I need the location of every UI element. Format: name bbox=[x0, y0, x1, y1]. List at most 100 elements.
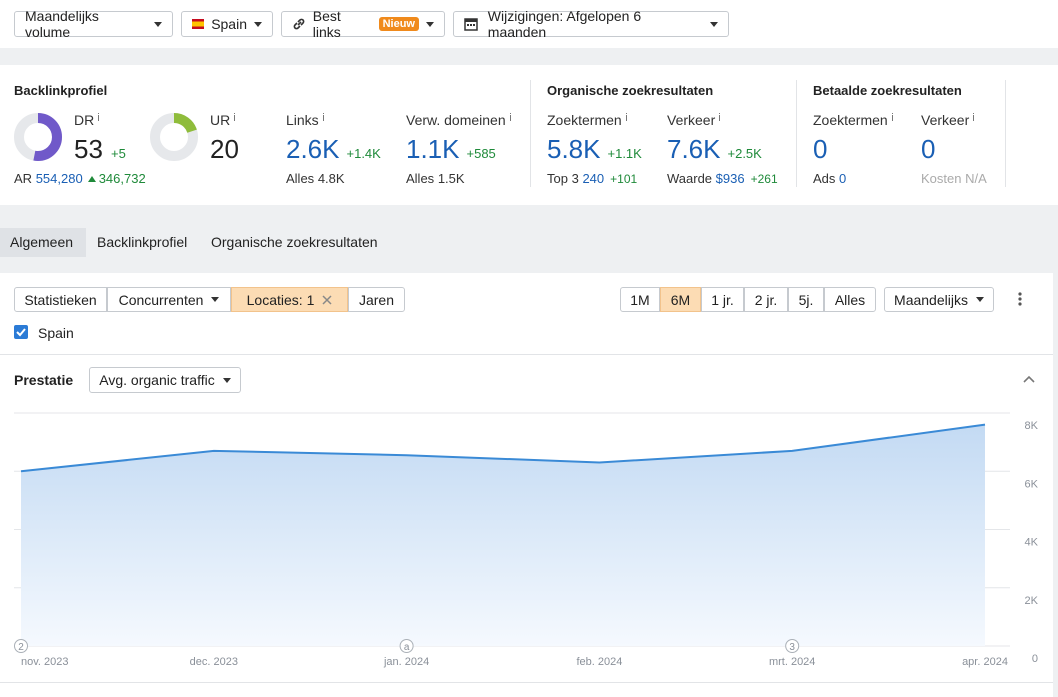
interval-select[interactable]: Maandelijks bbox=[884, 287, 994, 312]
filter-text: Concurrenten bbox=[118, 291, 204, 308]
metric-value: 20 bbox=[210, 134, 239, 164]
y-tick-label: 2K bbox=[1025, 595, 1039, 607]
metric-value: 2.6K +1.4K bbox=[286, 134, 381, 165]
ar-row: AR 554,280 346,732 bbox=[14, 171, 146, 186]
link-icon bbox=[293, 18, 305, 30]
donut-arc bbox=[14, 113, 62, 161]
metric-delta: +1.4K bbox=[346, 146, 381, 161]
x-tick-label: dec. 2023 bbox=[190, 656, 238, 668]
metric-value: 7.6K +2.5K bbox=[667, 134, 762, 165]
info-icon bbox=[98, 113, 100, 121]
sub-delta: +101 bbox=[610, 172, 638, 186]
sub-label: Waarde bbox=[667, 171, 713, 186]
sub-value: N/A bbox=[965, 171, 987, 186]
label-text: UR bbox=[210, 112, 231, 128]
sub-value: 4.8K bbox=[317, 171, 345, 186]
divider bbox=[0, 682, 1053, 683]
tab[interactable]: Organische zoekresultaten bbox=[211, 234, 378, 250]
ar-delta: 346,732 bbox=[98, 171, 146, 186]
caret bbox=[975, 297, 984, 302]
sub-value: 240 bbox=[582, 171, 605, 186]
sub-value: 1.5K bbox=[437, 171, 465, 186]
links-text: Best links bbox=[312, 8, 341, 40]
filter-button[interactable]: Locaties: 1 bbox=[231, 287, 348, 312]
sub-label: Kosten bbox=[921, 171, 962, 186]
metric-label: Verw. domeinen bbox=[406, 112, 511, 128]
filter-text: Statistieken bbox=[24, 291, 97, 308]
x-tick-label: nov. 2023 bbox=[21, 656, 69, 668]
label-text: Verkeer bbox=[667, 112, 716, 128]
annotation-marker bbox=[14, 639, 28, 653]
label-text: Zoektermen bbox=[547, 112, 622, 128]
period-button[interactable]: 5j. bbox=[788, 287, 824, 312]
country-select[interactable]: Spain bbox=[181, 11, 273, 37]
sub-delta: +261 bbox=[750, 172, 778, 186]
period-button[interactable]: 6M bbox=[660, 287, 701, 312]
annotation-label: 3 bbox=[789, 642, 795, 653]
caret bbox=[426, 21, 434, 27]
section-title: Betaalde zoekresultaten bbox=[813, 83, 962, 98]
label-text: Verkeer bbox=[921, 112, 970, 128]
caret bbox=[154, 21, 162, 27]
x-tick-label: feb. 2024 bbox=[576, 656, 622, 668]
y-tick-label: 6K bbox=[1025, 478, 1039, 490]
metric-sub: Top 3 240 +101 bbox=[547, 171, 637, 186]
period-button[interactable]: Alles bbox=[824, 287, 876, 312]
label-text: Links bbox=[286, 112, 319, 128]
sub-label: Top 3 bbox=[547, 171, 579, 186]
metric-label: DR bbox=[74, 112, 100, 128]
metric-label: Zoektermen bbox=[813, 112, 893, 128]
sub-value: $936 bbox=[715, 171, 745, 186]
metric-select[interactable]: Avg. organic traffic bbox=[89, 367, 241, 393]
section-title: Backlinkprofiel bbox=[14, 83, 108, 98]
section-title: Prestatie bbox=[14, 372, 74, 388]
line bbox=[20, 423, 986, 473]
metric-delta: +585 bbox=[466, 146, 496, 161]
close-path bbox=[322, 294, 332, 305]
annotation-label: 2 bbox=[18, 642, 24, 653]
tab[interactable]: Backlinkprofiel bbox=[97, 234, 188, 250]
up-icon bbox=[87, 176, 96, 182]
ur-donut bbox=[150, 113, 198, 161]
links-select[interactable]: Best links Nieuw bbox=[281, 8, 445, 40]
metric-value: 53 bbox=[74, 134, 103, 164]
info-icon bbox=[973, 113, 975, 121]
calendar-icon bbox=[464, 18, 478, 31]
filter-button[interactable]: Jaren bbox=[348, 287, 405, 312]
more-menu[interactable] bbox=[1016, 291, 1024, 307]
sub-label: Alles bbox=[286, 171, 315, 186]
sub-label: Ads bbox=[813, 171, 836, 186]
tab[interactable]: Algemeen bbox=[0, 228, 87, 257]
checkbox[interactable] bbox=[14, 325, 28, 339]
period-button[interactable]: 2 jr. bbox=[744, 287, 788, 312]
metric-value: 1.1K +585 bbox=[406, 134, 496, 165]
metric-label: Verkeer bbox=[667, 112, 721, 128]
sub-label: Alles bbox=[406, 171, 435, 186]
metric-label: Zoektermen bbox=[547, 112, 627, 128]
dr-donut bbox=[14, 113, 62, 161]
info-icon bbox=[509, 113, 511, 121]
metric-sub: Waarde $936 +261 bbox=[667, 171, 778, 186]
metric-sub: Alles 4.8K bbox=[286, 171, 345, 186]
annotation-marker bbox=[785, 639, 800, 653]
info-icon bbox=[625, 113, 627, 121]
filter-button[interactable]: Concurrenten bbox=[107, 287, 231, 312]
period-button[interactable]: 1 jr. bbox=[701, 287, 744, 312]
overview-panel bbox=[0, 65, 1058, 205]
filter-button[interactable]: Statistieken bbox=[14, 287, 107, 312]
annotation-marker bbox=[399, 639, 414, 653]
metric-delta: +1.1K bbox=[607, 146, 642, 161]
label-text: DR bbox=[74, 112, 95, 128]
filter-text: Jaren bbox=[358, 291, 395, 308]
metric-label: Verkeer bbox=[921, 112, 975, 128]
info-icon bbox=[322, 113, 324, 121]
collapse-icon[interactable] bbox=[1022, 374, 1036, 384]
new-badge: Nieuw bbox=[378, 17, 419, 31]
close-icon bbox=[322, 294, 332, 305]
period-button[interactable]: 1M bbox=[620, 287, 660, 312]
changes-select[interactable]: Wijzigingen: Afgelopen 6 maanden bbox=[453, 8, 729, 40]
label-text: Verw. domeinen bbox=[406, 112, 506, 128]
volume-select[interactable]: Maandelijks volume bbox=[14, 8, 173, 40]
interval-text: Maandelijks bbox=[894, 291, 968, 308]
